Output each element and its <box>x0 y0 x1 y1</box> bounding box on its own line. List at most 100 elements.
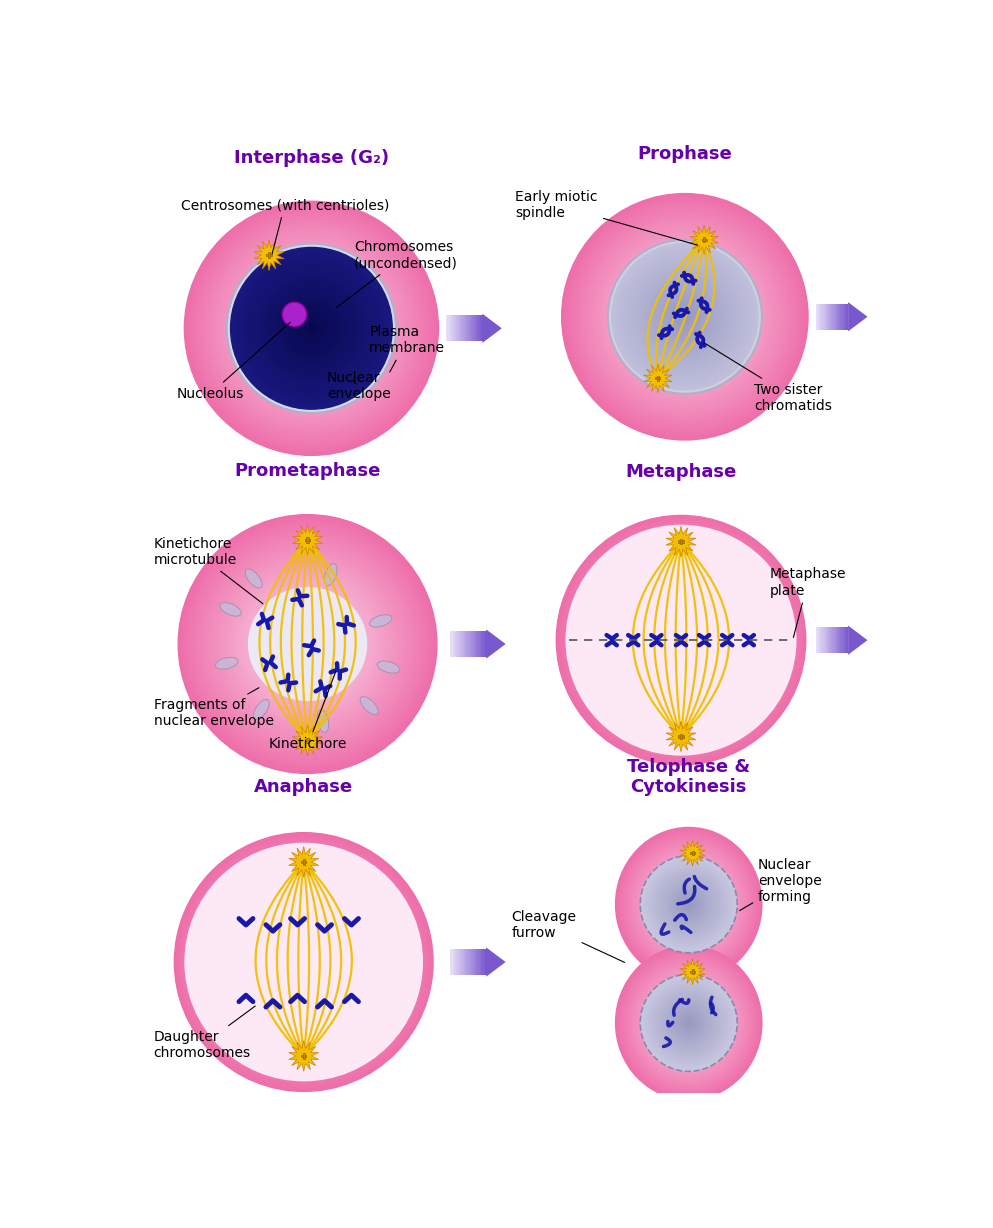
Ellipse shape <box>200 216 424 441</box>
Ellipse shape <box>668 628 693 652</box>
Ellipse shape <box>289 947 319 977</box>
Bar <box>655 377 660 379</box>
Circle shape <box>305 322 318 335</box>
Ellipse shape <box>647 979 730 1066</box>
Ellipse shape <box>212 228 411 427</box>
Bar <box>830 628 832 653</box>
Ellipse shape <box>670 1003 707 1043</box>
Circle shape <box>256 274 366 383</box>
Text: Early miotic
spindle: Early miotic spindle <box>515 190 698 246</box>
Ellipse shape <box>622 834 756 975</box>
Bar <box>824 628 826 653</box>
Text: Anaphase: Anaphase <box>254 777 354 796</box>
Circle shape <box>687 903 690 906</box>
Ellipse shape <box>179 837 429 1087</box>
Ellipse shape <box>271 289 352 368</box>
Circle shape <box>302 318 321 338</box>
Circle shape <box>655 871 722 938</box>
Ellipse shape <box>615 247 755 387</box>
Ellipse shape <box>198 534 417 754</box>
Ellipse shape <box>671 887 706 922</box>
Ellipse shape <box>185 201 439 456</box>
Ellipse shape <box>297 313 327 343</box>
Polygon shape <box>254 239 284 270</box>
Text: Telophase &
Cytokinesis: Telophase & Cytokinesis <box>628 758 751 797</box>
Ellipse shape <box>658 872 719 936</box>
Bar <box>829 628 830 653</box>
Ellipse shape <box>191 528 424 760</box>
Ellipse shape <box>237 254 385 403</box>
Ellipse shape <box>664 624 698 657</box>
Ellipse shape <box>646 977 732 1067</box>
Bar <box>824 303 826 330</box>
Ellipse shape <box>648 981 729 1065</box>
Ellipse shape <box>654 868 723 941</box>
Ellipse shape <box>175 833 433 1092</box>
Circle shape <box>660 876 717 933</box>
Circle shape <box>612 243 758 391</box>
Bar <box>450 316 452 341</box>
Bar <box>691 969 693 974</box>
Circle shape <box>650 866 727 942</box>
Ellipse shape <box>220 237 402 420</box>
Ellipse shape <box>213 872 394 1052</box>
Circle shape <box>276 292 347 363</box>
Bar <box>479 949 481 975</box>
Bar <box>483 949 484 975</box>
Circle shape <box>652 284 718 350</box>
Ellipse shape <box>618 830 760 979</box>
Ellipse shape <box>662 876 716 932</box>
Ellipse shape <box>282 941 326 984</box>
Ellipse shape <box>618 948 760 1097</box>
Bar <box>468 631 469 657</box>
Ellipse shape <box>277 614 338 674</box>
Ellipse shape <box>660 292 709 341</box>
Ellipse shape <box>192 850 416 1074</box>
Ellipse shape <box>290 626 325 661</box>
Bar <box>482 631 483 657</box>
Ellipse shape <box>249 586 365 702</box>
Ellipse shape <box>295 312 329 345</box>
Bar <box>454 949 456 975</box>
Ellipse shape <box>676 1011 701 1035</box>
Text: Metaphase: Metaphase <box>626 463 737 481</box>
Ellipse shape <box>653 986 724 1060</box>
Polygon shape <box>293 524 323 555</box>
Bar <box>844 303 845 330</box>
Ellipse shape <box>678 1012 700 1034</box>
Circle shape <box>655 990 722 1056</box>
Ellipse shape <box>264 600 351 688</box>
Ellipse shape <box>377 661 399 673</box>
Circle shape <box>226 243 396 413</box>
Bar <box>446 316 448 341</box>
Circle shape <box>251 269 371 388</box>
Circle shape <box>664 297 705 336</box>
Ellipse shape <box>660 993 717 1052</box>
Circle shape <box>644 276 725 357</box>
Circle shape <box>642 976 735 1070</box>
Ellipse shape <box>609 241 761 393</box>
Circle shape <box>679 1013 698 1033</box>
Ellipse shape <box>670 302 699 332</box>
Circle shape <box>684 1018 693 1028</box>
Circle shape <box>237 254 386 403</box>
Ellipse shape <box>579 538 782 742</box>
Ellipse shape <box>668 883 709 926</box>
Ellipse shape <box>208 225 415 432</box>
Ellipse shape <box>252 910 355 1014</box>
Bar <box>845 303 846 330</box>
Bar <box>474 316 476 341</box>
Ellipse shape <box>234 571 381 717</box>
Ellipse shape <box>224 882 383 1041</box>
Ellipse shape <box>685 1019 692 1027</box>
Bar <box>828 303 829 330</box>
Circle shape <box>634 265 736 368</box>
Circle shape <box>246 264 376 393</box>
Ellipse shape <box>256 274 366 383</box>
Circle shape <box>297 314 326 343</box>
Ellipse shape <box>590 549 773 732</box>
Circle shape <box>273 290 351 367</box>
Bar <box>463 631 464 657</box>
Circle shape <box>618 249 753 384</box>
Bar <box>464 316 466 341</box>
